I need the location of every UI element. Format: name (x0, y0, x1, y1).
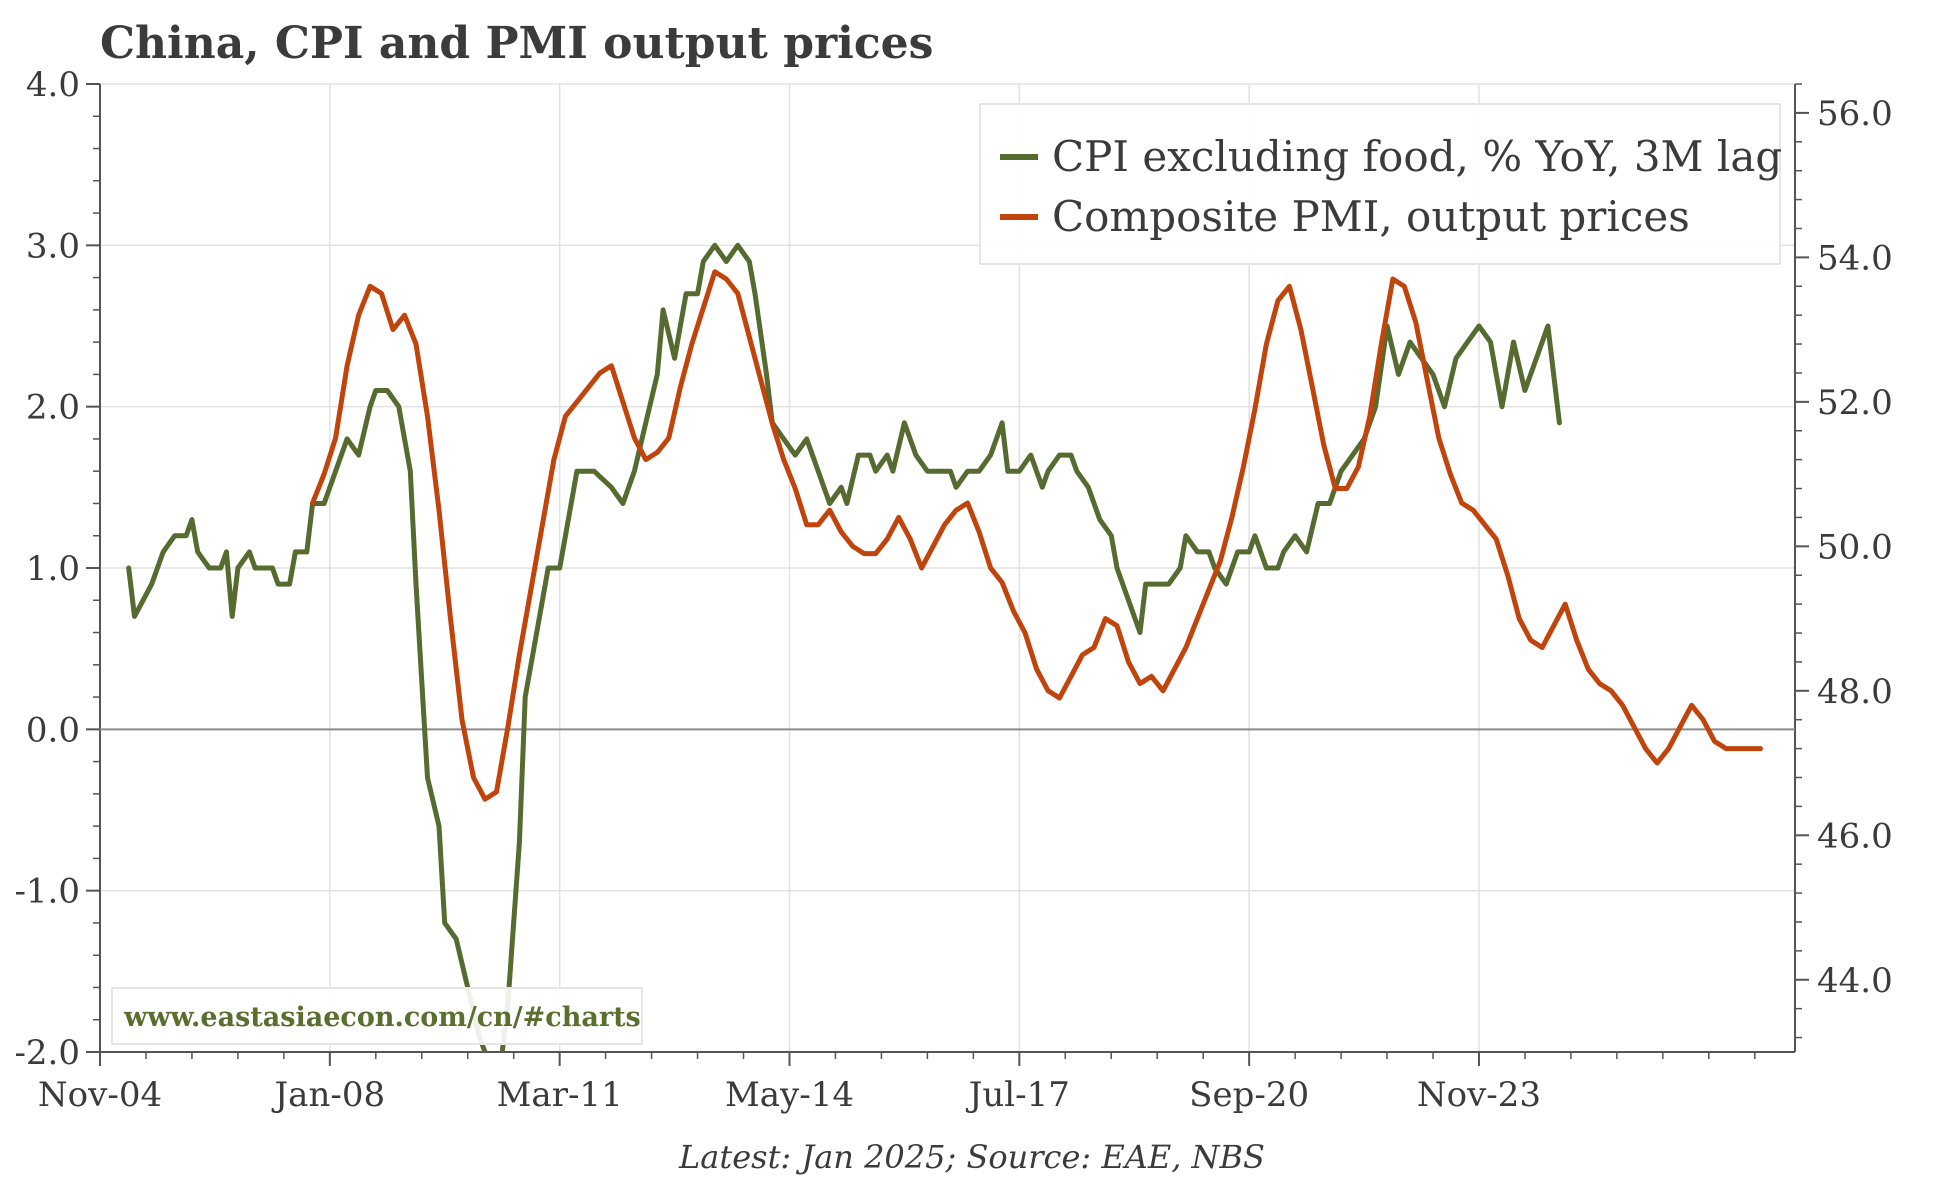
right-tick-label: 46.0 (1817, 816, 1893, 856)
legend-label-pmi: Composite PMI, output prices (1052, 192, 1690, 241)
right-tick-label: 56.0 (1817, 94, 1893, 134)
x-tick-label: Mar-11 (497, 1075, 623, 1115)
x-tick-label: May-14 (725, 1075, 854, 1115)
chart-title: China, CPI and PMI output prices (100, 18, 933, 69)
left-tick-label: -1.0 (14, 872, 80, 912)
left-tick-label: 0.0 (26, 710, 80, 750)
legend: CPI excluding food, % YoY, 3M lag Compos… (979, 103, 1782, 265)
right-tick-label: 54.0 (1817, 238, 1893, 278)
series-line-pmi (310, 269, 1763, 802)
right-axis-ticks: 44.0 46.0 48.0 50.0 52.0 54.0 56.0 (1795, 83, 1893, 1039)
series-line-cpi (126, 242, 1562, 1052)
x-tick-label: Sep-20 (1189, 1075, 1309, 1115)
legend-label-cpi: CPI excluding food, % YoY, 3M lag (1052, 132, 1782, 181)
x-tick-label: Nov-23 (1417, 1075, 1541, 1115)
right-tick-label: 50.0 (1817, 527, 1893, 567)
left-tick-label: -2.0 (14, 1033, 80, 1073)
left-tick-label: 2.0 (26, 388, 80, 428)
right-tick-label: 52.0 (1817, 383, 1893, 423)
watermark: www.eastasiaecon.com/cn/#charts (111, 987, 643, 1045)
x-tick-label: Jan-08 (272, 1075, 386, 1115)
series-layer (126, 242, 1763, 1052)
x-tick-label: Jul-17 (966, 1075, 1070, 1115)
x-axis-ticks: Nov-04 Jan-08 Mar-11 May-14 Jul-17 Sep-20 Nov-… (38, 1052, 1756, 1115)
legend-box (979, 103, 1781, 265)
watermark-text: www.eastasiaecon.com/cn/#charts (123, 1002, 641, 1033)
left-tick-label: 3.0 (26, 226, 80, 266)
left-tick-label: 1.0 (26, 549, 80, 589)
watermark-box (111, 987, 643, 1045)
left-axis-ticks: -2.0 -1.0 0.0 1.0 2.0 3.0 4.0 (14, 65, 100, 1073)
right-tick-label: 44.0 (1817, 961, 1893, 1001)
x-tick-label: Nov-04 (38, 1075, 162, 1115)
right-tick-label: 48.0 (1817, 672, 1893, 712)
source-note: Latest: Jan 2025; Source: EAE, NBS (678, 1138, 1265, 1176)
left-tick-label: 4.0 (26, 65, 80, 105)
